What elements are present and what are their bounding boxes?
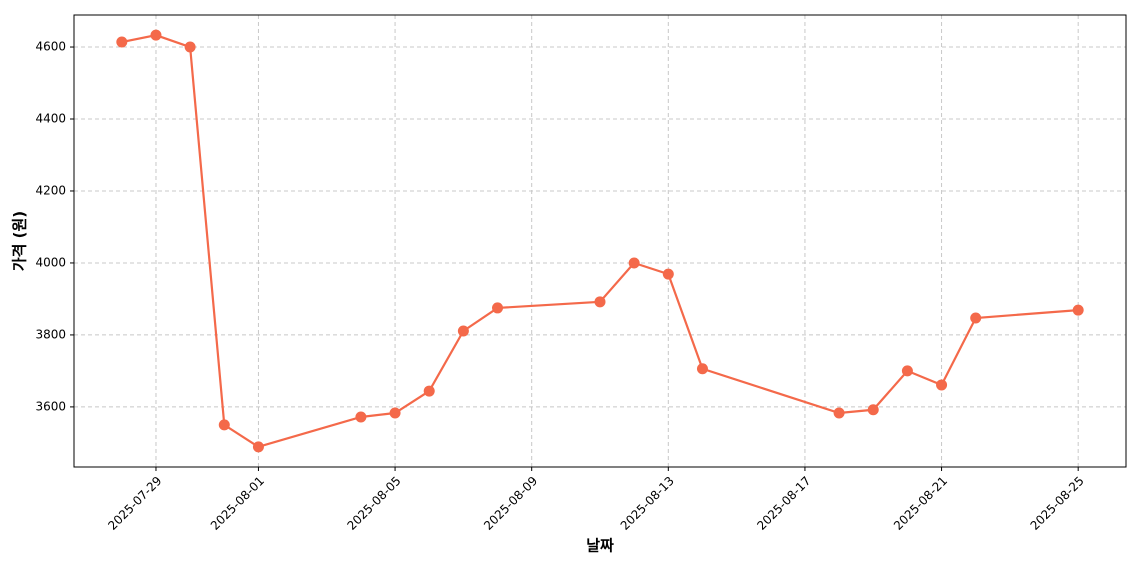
marker: [423, 385, 435, 397]
x-tick-label: 2025-08-05: [344, 474, 403, 533]
marker: [1072, 304, 1084, 316]
y-axis-label: 가격 (원): [11, 211, 29, 271]
x-tick-label: 2025-08-21: [891, 474, 950, 533]
x-tick-label: 2025-08-01: [208, 474, 267, 533]
marker: [662, 268, 674, 280]
y-tick-label: 4000: [35, 255, 66, 269]
marker: [970, 312, 982, 324]
y-tick-label: 4400: [35, 112, 66, 126]
x-axis-label: 날짜: [586, 537, 614, 555]
marker: [116, 36, 128, 48]
plot-layer: [74, 15, 1126, 467]
marker: [355, 411, 367, 423]
plot-area: [74, 15, 1126, 467]
marker: [628, 257, 640, 269]
marker: [150, 29, 162, 41]
marker: [936, 379, 948, 391]
line: [121, 34, 1079, 449]
x-tick-label: 2025-08-09: [481, 474, 540, 533]
marker: [389, 407, 401, 419]
x-tick-label: 2025-07-29: [105, 474, 164, 533]
y-tick-label: 4600: [35, 40, 66, 54]
marker: [218, 419, 230, 431]
marker: [696, 363, 708, 375]
y-tick-label: 3600: [35, 399, 66, 413]
x-tick-label: 2025-08-13: [618, 474, 677, 533]
x-tick-label: 2025-08-17: [754, 474, 813, 533]
marker: [901, 365, 913, 377]
marker: [492, 302, 504, 314]
plot-frame: [73, 14, 1127, 468]
x-tick-label: 2025-08-25: [1028, 474, 1087, 533]
marker: [252, 441, 264, 453]
y-tick-label: 4200: [35, 183, 66, 197]
y-tick-label: 3800: [35, 327, 66, 341]
marker: [867, 404, 879, 416]
marker: [594, 296, 606, 308]
marker: [457, 325, 469, 337]
marker: [184, 41, 196, 53]
marker: [833, 407, 845, 419]
